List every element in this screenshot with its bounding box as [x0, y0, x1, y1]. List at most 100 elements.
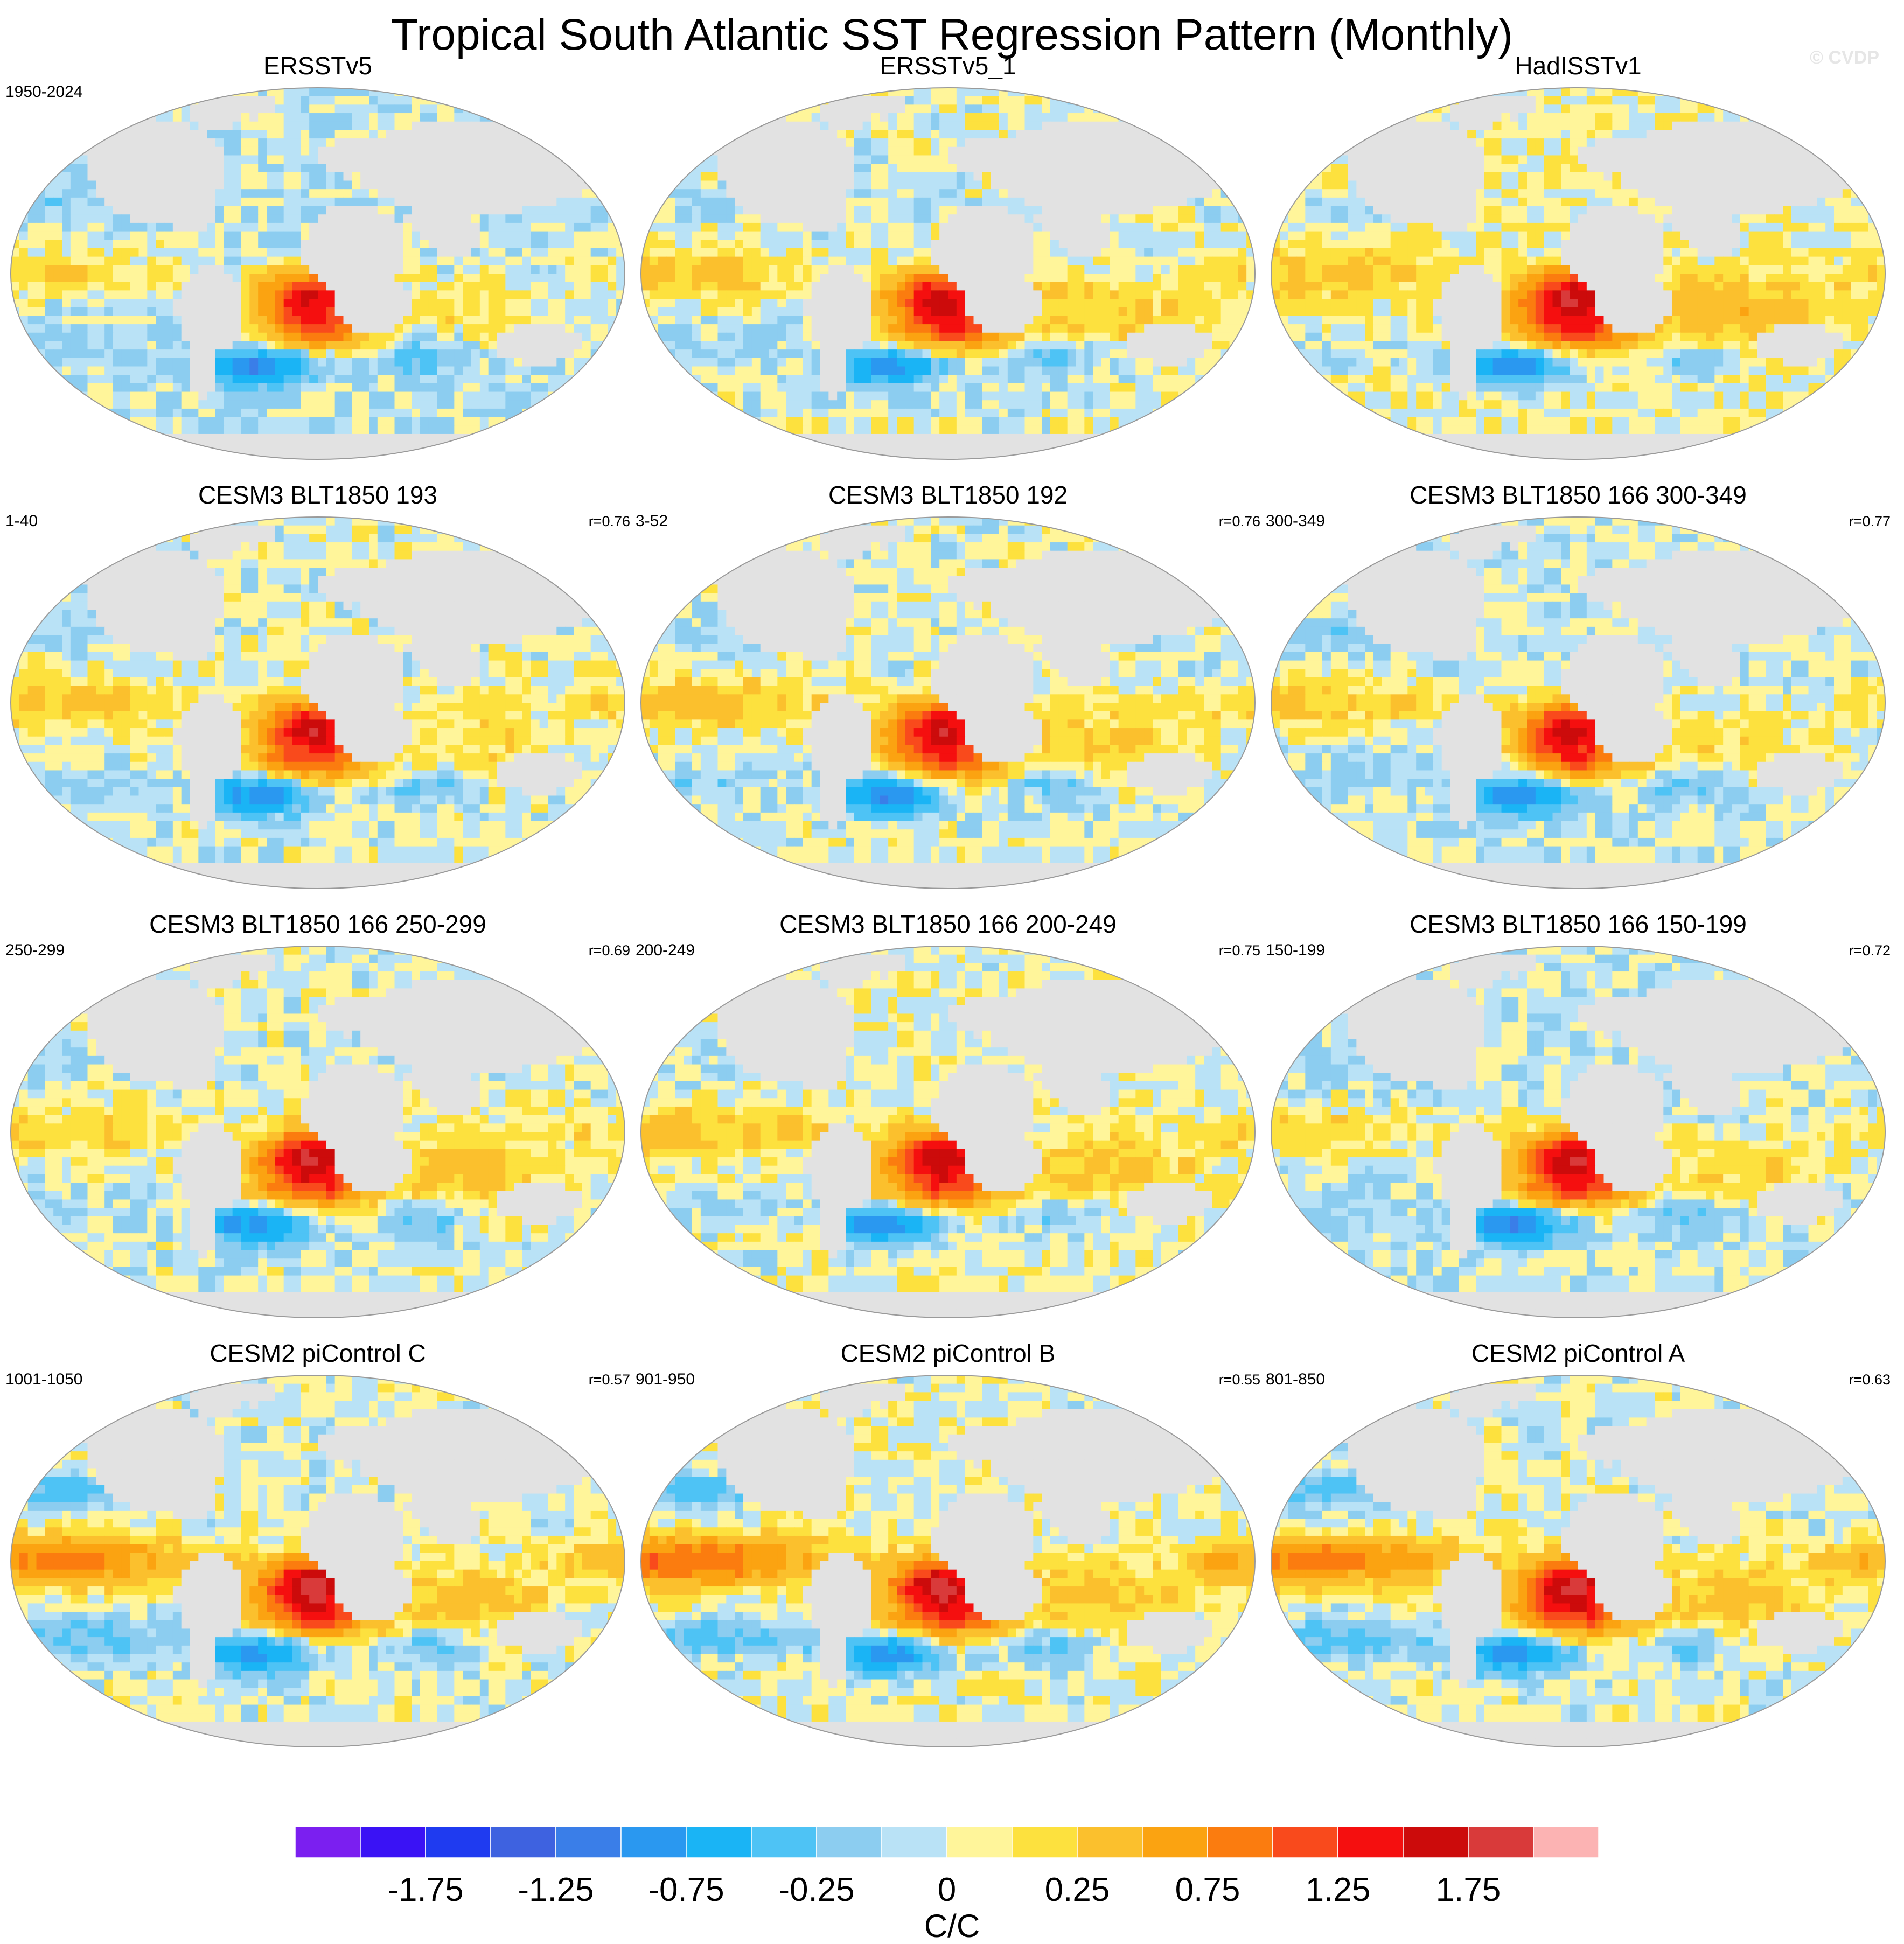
- sst-cell: [1084, 257, 1093, 265]
- land-cell: [215, 122, 224, 130]
- sst-cell: [139, 290, 148, 299]
- sst-cell: [701, 257, 709, 265]
- sst-cell: [360, 383, 369, 392]
- sst-cell: [709, 265, 718, 274]
- land-cell: [360, 232, 369, 240]
- land-cell: [173, 214, 182, 223]
- land-cell: [352, 147, 360, 156]
- sst-cell: [514, 400, 522, 409]
- land-cell: [1025, 290, 1034, 299]
- sst-cell: [344, 341, 352, 349]
- sst-cell: [480, 248, 489, 257]
- sst-cell: [939, 189, 948, 198]
- land-cell: [1135, 206, 1144, 215]
- sst-cell: [709, 96, 718, 105]
- sst-cell: [37, 375, 45, 383]
- sst-cell: [113, 299, 122, 307]
- land-cell: [556, 341, 565, 349]
- sst-cell: [752, 96, 761, 105]
- land-cell: [1059, 240, 1068, 248]
- sst-cell: [318, 333, 326, 341]
- sst-cell: [344, 198, 352, 206]
- sst-cell: [540, 409, 548, 417]
- sst-cell: [71, 409, 79, 417]
- sst-cell: [412, 265, 420, 274]
- sst-cell: [88, 282, 96, 291]
- land-cell: [352, 223, 360, 232]
- sst-cell: [352, 417, 360, 426]
- sst-cell: [1178, 96, 1187, 105]
- land-cell: [846, 181, 854, 190]
- land-cell: [1178, 198, 1187, 206]
- land-cell: [207, 265, 215, 274]
- land-cell: [378, 155, 386, 164]
- sst-cell: [1093, 113, 1101, 122]
- land-cell: [395, 434, 403, 443]
- sst-cell: [53, 248, 62, 257]
- sst-cell: [318, 425, 326, 434]
- sst-cell: [548, 425, 557, 434]
- sst-cell: [1008, 113, 1016, 122]
- sst-cell: [62, 248, 71, 257]
- land-cell: [812, 164, 820, 172]
- land-cell: [454, 147, 463, 156]
- sst-cell: [241, 240, 250, 248]
- sst-cell: [45, 164, 53, 172]
- sst-cell: [309, 282, 318, 291]
- sst-cell: [429, 417, 437, 426]
- land-cell: [863, 290, 871, 299]
- land-cell: [974, 206, 982, 215]
- sst-cell: [284, 155, 292, 164]
- land-cell: [156, 206, 164, 215]
- land-cell: [939, 248, 948, 257]
- land-cell: [548, 172, 557, 181]
- sst-cell: [923, 172, 931, 181]
- land-cell: [982, 248, 991, 257]
- land-cell: [548, 451, 557, 459]
- land-cell: [820, 274, 829, 282]
- sst-cell: [701, 164, 709, 172]
- sst-cell: [224, 172, 233, 181]
- sst-cell: [164, 274, 173, 282]
- sst-cell: [1230, 274, 1238, 282]
- sst-cell: [62, 214, 71, 223]
- land-cell: [974, 282, 982, 291]
- land-cell: [582, 147, 591, 156]
- land-cell: [463, 155, 471, 164]
- land-cell: [803, 164, 812, 172]
- land-cell: [735, 164, 743, 172]
- land-cell: [429, 189, 437, 198]
- sst-cell: [641, 265, 650, 274]
- land-cell: [318, 265, 326, 274]
- sst-cell: [309, 425, 318, 434]
- sst-cell: [489, 214, 497, 223]
- sst-cell: [352, 104, 360, 113]
- sst-cell: [104, 274, 113, 282]
- sst-cell: [224, 409, 233, 417]
- land-cell: [360, 240, 369, 248]
- sst-cell: [1101, 104, 1110, 113]
- sst-cell: [1025, 96, 1034, 105]
- land-cell: [96, 181, 104, 190]
- sst-cell: [497, 290, 506, 299]
- sst-cell: [139, 265, 148, 274]
- sst-cell: [701, 181, 709, 190]
- sst-cell: [701, 240, 709, 248]
- land-cell: [743, 147, 752, 156]
- sst-cell: [1230, 113, 1238, 122]
- sst-cell: [1212, 198, 1221, 206]
- sst-cell: [574, 392, 582, 401]
- land-cell: [463, 189, 471, 198]
- sst-cell: [275, 181, 284, 190]
- sst-cell: [207, 400, 215, 409]
- sst-cell: [556, 96, 565, 105]
- land-cell: [1042, 223, 1050, 232]
- sst-cell: [352, 400, 360, 409]
- sst-cell: [905, 282, 914, 291]
- sst-cell: [923, 122, 931, 130]
- sst-cell: [437, 367, 446, 375]
- sst-cell: [616, 316, 625, 324]
- sst-cell: [480, 88, 489, 96]
- land-cell: [480, 206, 489, 215]
- land-cell: [1187, 147, 1195, 156]
